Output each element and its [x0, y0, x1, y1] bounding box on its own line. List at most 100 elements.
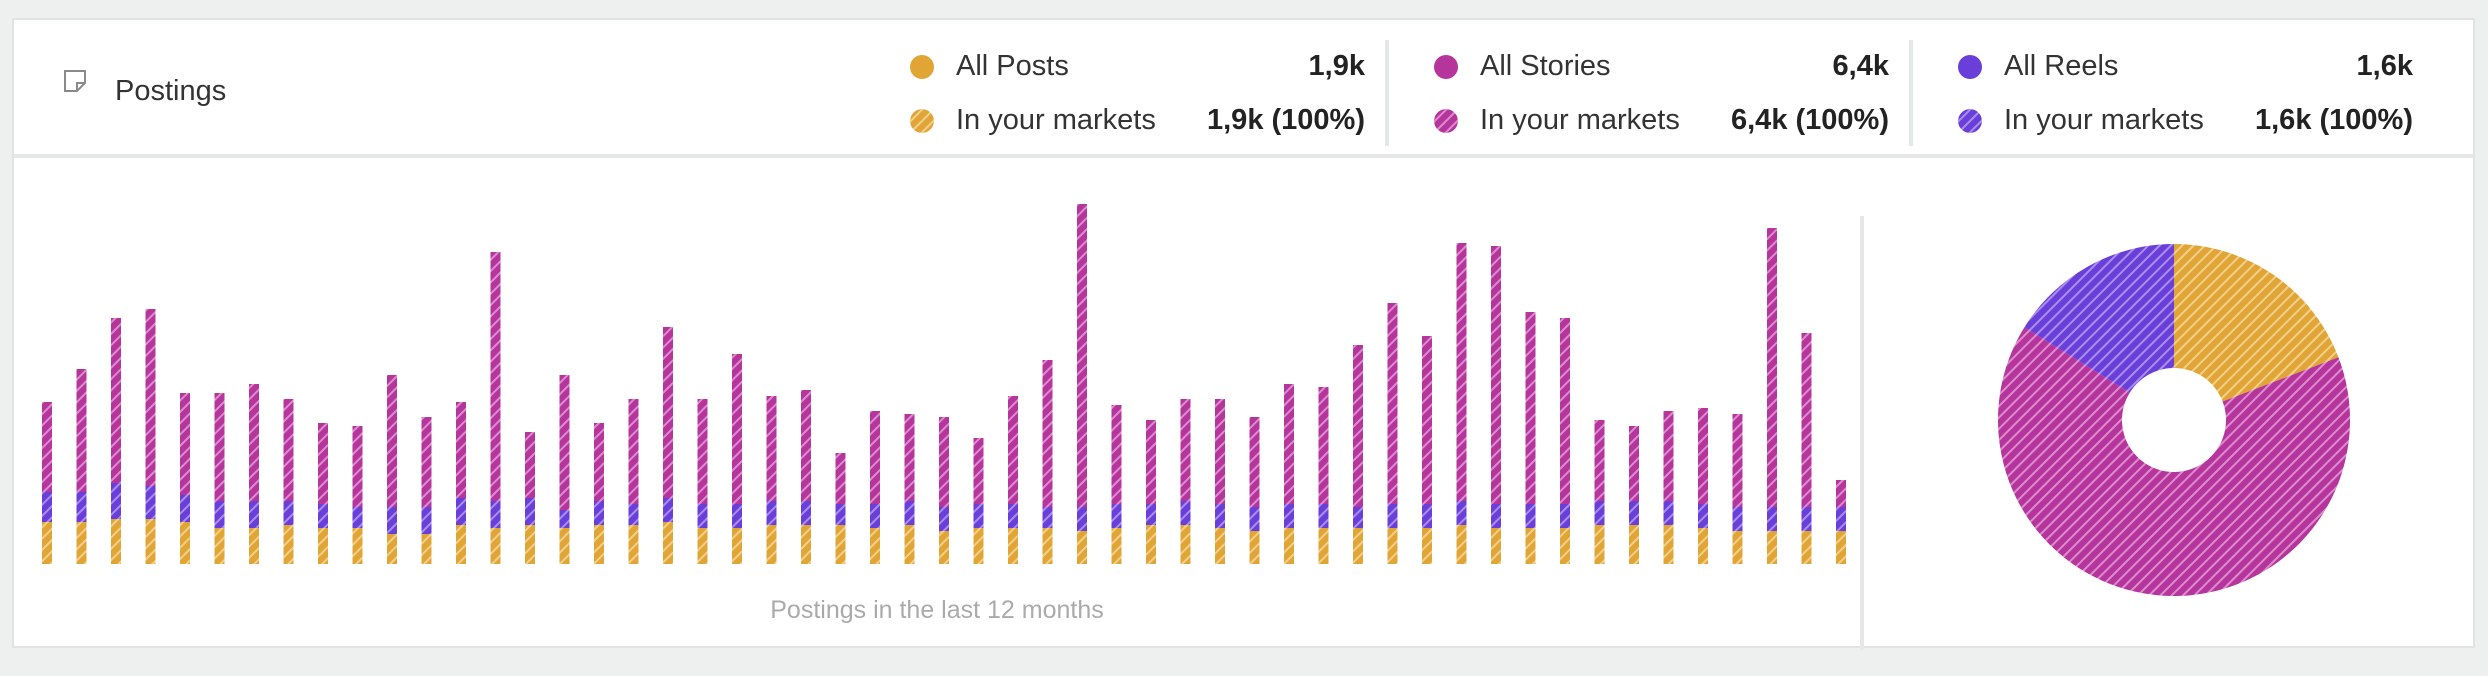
bar-segment-posts [352, 528, 363, 564]
postings-bar-chart [42, 204, 1846, 564]
bar-segment-posts [1594, 525, 1605, 564]
legend-label: In your markets [956, 104, 1156, 136]
bar-segment-stories [352, 426, 363, 507]
legend-row-all-reels: All Reels 1,6k [1958, 50, 2413, 90]
bar-segment-reels [1422, 504, 1432, 528]
bar-segment-posts [1629, 525, 1639, 564]
bar-segment-reels [939, 507, 949, 531]
bar-segment-reels [1767, 507, 1777, 531]
legend-group-reels: All Reels 1,6k In your markets 1,6k (100… [1958, 40, 2413, 140]
bar-segment-reels [1594, 501, 1605, 525]
bar-segment-posts [904, 525, 915, 564]
bar-segment-stories [283, 399, 294, 501]
stories-hatched-dot-icon [1434, 109, 1458, 133]
bar-segment-posts [1732, 531, 1743, 564]
bar-segment-reels [663, 498, 673, 522]
bar-segment-stories [594, 423, 604, 501]
bar-segment-stories [1732, 414, 1743, 507]
bar-segment-posts [1077, 531, 1087, 564]
bar-segment-posts [1042, 528, 1053, 564]
bar-segment-reels [904, 501, 915, 525]
bar-segment-stories [628, 399, 639, 504]
bar-segment-reels [801, 501, 811, 525]
bar-segment-posts [180, 522, 190, 564]
bar-segment-stories [318, 423, 328, 504]
postings-header: Postings All Posts 1,9k In your markets … [14, 20, 2473, 158]
bar-segment-reels [42, 492, 52, 522]
bar-segment-posts [76, 522, 87, 564]
bar-segment-reels [1008, 504, 1018, 528]
bar-segment-posts [732, 528, 742, 564]
legend-value: 1,6k [2356, 50, 2413, 82]
bar-segment-posts [421, 534, 432, 564]
bar-segment-reels [145, 486, 156, 519]
bar-segment-stories [1801, 333, 1812, 507]
bar-segment-stories [1698, 408, 1708, 504]
bar-segment-posts [42, 522, 52, 564]
bar-segment-stories [456, 402, 466, 498]
bar-segment-reels [1698, 504, 1708, 528]
bar-segment-stories [1318, 387, 1329, 504]
bar-segment-posts [870, 528, 880, 564]
bar-segment-reels [1111, 504, 1122, 528]
bar-segment-reels [111, 483, 121, 519]
bar-segment-posts [663, 522, 673, 564]
bar-segment-stories [766, 396, 777, 501]
legend-value: 6,4k [1832, 50, 1889, 82]
bar-segment-reels [1491, 504, 1501, 528]
bar-segment-reels [870, 504, 880, 528]
legend-group-posts: All Posts 1,9k In your markets 1,9k (100… [910, 40, 1365, 140]
bar-segment-reels [1663, 501, 1674, 525]
bar-segment-reels [1732, 507, 1743, 531]
legend-row-stories-markets: In your markets 6,4k (100%) [1434, 104, 1889, 144]
bar-segment-stories [939, 417, 949, 507]
bar-segment-stories [145, 309, 156, 486]
bar-segment-stories [1111, 405, 1122, 504]
bar-segment-reels [352, 507, 363, 528]
bar-segment-posts [835, 525, 846, 564]
bar-segment-stories [1491, 246, 1501, 504]
postings-panel: Postings All Posts 1,9k In your markets … [12, 18, 2475, 650]
bar-segment-stories [801, 390, 811, 501]
bar-segment-stories [42, 402, 52, 492]
bar-segment-posts [145, 519, 156, 564]
bar-segment-reels [1525, 504, 1536, 528]
legend-row-reels-markets: In your markets 1,6k (100%) [1958, 104, 2413, 144]
bar-segment-posts [1422, 528, 1432, 564]
bar-segment-reels [973, 504, 984, 528]
bar-segment-posts [249, 528, 259, 564]
bar-segment-stories [904, 414, 915, 501]
bar-segment-posts [801, 525, 811, 564]
header-divider [1909, 40, 1913, 146]
bar-segment-posts [387, 534, 397, 564]
legend-group-stories: All Stories 6,4k In your markets 6,4k (1… [1434, 40, 1889, 140]
legend-label: In your markets [2004, 104, 2204, 136]
bar-segment-stories [1215, 399, 1225, 504]
chart-caption: Postings in the last 12 months [770, 596, 1104, 624]
bar-segment-reels [1353, 507, 1363, 528]
bar-segment-stories [1353, 345, 1363, 507]
note-icon [64, 70, 86, 92]
bar-segment-reels [1629, 501, 1639, 525]
bar-segment-posts [1249, 531, 1260, 564]
bar-segment-stories [1663, 411, 1674, 501]
legend-label: All Stories [1480, 50, 1611, 82]
bar-segment-stories [249, 384, 259, 501]
bar-segment-reels [249, 501, 259, 528]
bar-segment-reels [766, 501, 777, 525]
bar-segment-reels [1560, 504, 1570, 528]
reels-dot-icon [1958, 55, 1982, 79]
legend-row-all-posts: All Posts 1,9k [910, 50, 1365, 90]
legend-value: 6,4k (100%) [1731, 104, 1889, 136]
bar-segment-stories [1077, 204, 1087, 507]
bar-segment-reels [594, 501, 604, 525]
bar-segment-reels [1456, 501, 1467, 525]
bar-segment-posts [283, 525, 294, 564]
bar-segment-posts [490, 528, 501, 564]
bar-segment-reels [76, 492, 87, 522]
legend-value: 1,9k (100%) [1207, 104, 1365, 136]
bar-segment-posts [973, 528, 984, 564]
bar-segment-reels [490, 501, 501, 528]
bar-segment-posts [766, 525, 777, 564]
bar-segment-posts [1491, 528, 1501, 564]
